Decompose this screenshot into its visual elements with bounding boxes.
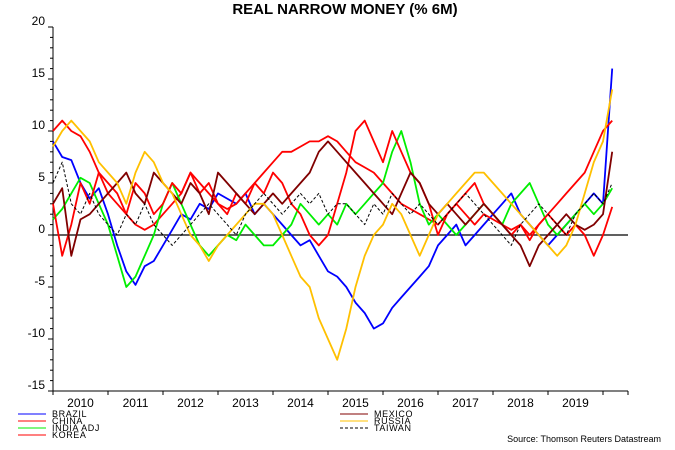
y-tick-label: -10	[28, 326, 46, 340]
y-tick-label: -5	[34, 274, 45, 288]
series-line-russia	[52, 89, 614, 361]
legend-label: TAIWAN	[374, 423, 412, 433]
source-note: Source: Thomson Reuters Datastream	[507, 434, 661, 444]
x-tick-label: 2018	[507, 396, 534, 410]
x-tick-label: 2010	[67, 396, 94, 410]
y-tick-label: -15	[28, 378, 46, 392]
x-tick-label: 2019	[562, 396, 589, 410]
legend-label: CHINA	[52, 416, 83, 426]
x-tick-label: 2016	[397, 396, 424, 410]
series-line-mexico	[52, 140, 614, 268]
x-tick-label: 2014	[287, 396, 314, 410]
x-axis: 2010 2011 2012 2013 2014 2015 2016 2017 2018 2019	[52, 390, 629, 410]
y-tick-label: 20	[32, 14, 46, 28]
x-tick-label: 2015	[342, 396, 369, 410]
y-axis: 20 15 10 5 0 -5 -10 -15	[28, 14, 54, 392]
legend-label: BRAZIL	[52, 409, 87, 419]
series-line-brazil	[52, 68, 614, 330]
x-tick-label: 2012	[177, 396, 204, 410]
y-tick-label: 10	[32, 118, 46, 132]
series-line-taiwan	[52, 161, 613, 246]
y-tick-label: 5	[38, 170, 45, 184]
series-lines	[52, 68, 614, 361]
x-tick-label: 2017	[452, 396, 479, 410]
x-tick-label: 2011	[123, 396, 149, 410]
chart-title: REAL NARROW MONEY (% 6M)	[232, 1, 457, 18]
x-tick-label: 2013	[232, 396, 259, 410]
y-tick-label: 0	[38, 222, 45, 236]
legend-label: INDIA ADJ	[52, 423, 100, 433]
legend-label: MEXICO	[374, 409, 413, 419]
y-tick-label: 15	[32, 66, 46, 80]
legend-label: RUSSIA	[374, 416, 411, 426]
legend-label: KOREA	[52, 430, 87, 440]
